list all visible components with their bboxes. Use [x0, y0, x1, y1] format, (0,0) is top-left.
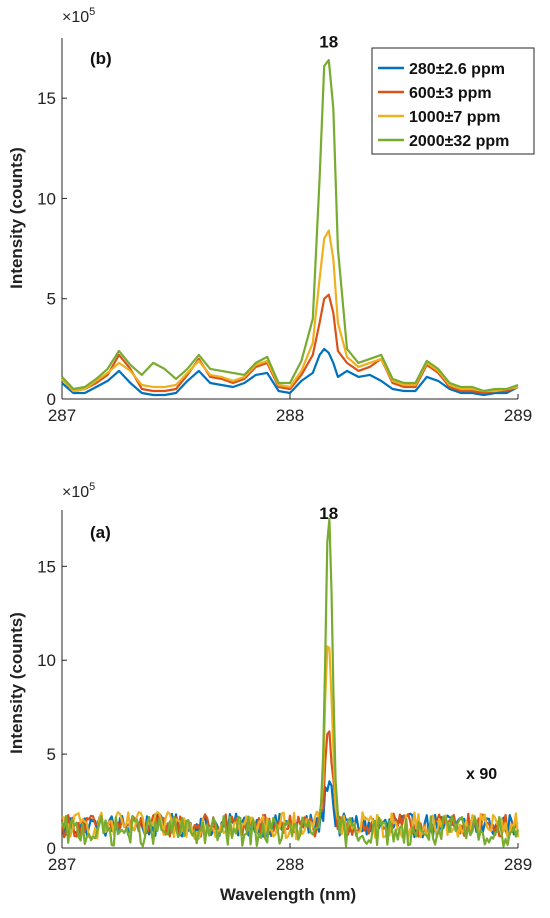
x-tick-label: 289 [504, 855, 532, 874]
x-tick-label: 288 [276, 406, 304, 425]
panel-b-label: (b) [90, 49, 112, 68]
y-tick-label: 15 [37, 557, 56, 576]
series-line-3 [61, 229, 519, 393]
panel-a-scale-annotation: x 90 [466, 766, 497, 783]
panel-b-multiplier: ×105 [62, 6, 95, 26]
series-line-2 [61, 293, 519, 395]
panel-a-multiplier: ×105 [62, 481, 95, 501]
legend-entry: 1000±7 ppm [409, 109, 501, 126]
series-line-3 [61, 645, 520, 841]
x-tick-label: 289 [504, 406, 532, 425]
y-tick-label: 0 [47, 390, 56, 409]
x-tick-label: 287 [48, 406, 76, 425]
legend-entry: 2000±32 ppm [409, 133, 509, 150]
peak-label: 18 [319, 504, 338, 523]
y-tick-label: 5 [47, 745, 56, 764]
series-line-1 [61, 347, 519, 397]
x-axis-label: Wavelength (nm) [220, 885, 356, 904]
y-tick-label: 10 [37, 651, 56, 670]
panel-a-label: (a) [90, 523, 111, 542]
panel-a-y-axis-label: Intensity (counts) [7, 612, 26, 754]
legend-box [371, 47, 535, 155]
series-line-4 [61, 59, 519, 393]
legend-entry: 600±3 ppm [409, 85, 492, 102]
series-line-4 [60, 517, 520, 848]
legend-entry: 280±2.6 ppm [409, 61, 505, 78]
panel-b-y-axis-label: Intensity (counts) [7, 147, 26, 289]
y-tick-label: 15 [37, 89, 56, 108]
x-tick-label: 288 [276, 855, 304, 874]
y-tick-label: 5 [47, 290, 56, 309]
x-tick-label: 287 [48, 855, 76, 874]
peak-label: 18 [319, 32, 338, 51]
panel-a-chart: ×105 (a) Intensity (counts) x 90 Wavelen… [7, 481, 532, 904]
y-tick-label: 10 [37, 189, 56, 208]
y-tick-label: 0 [47, 839, 56, 858]
panel-b-chart: ×105 (b) Intensity (counts) 0 5 10 15 287 288… [7, 6, 535, 425]
